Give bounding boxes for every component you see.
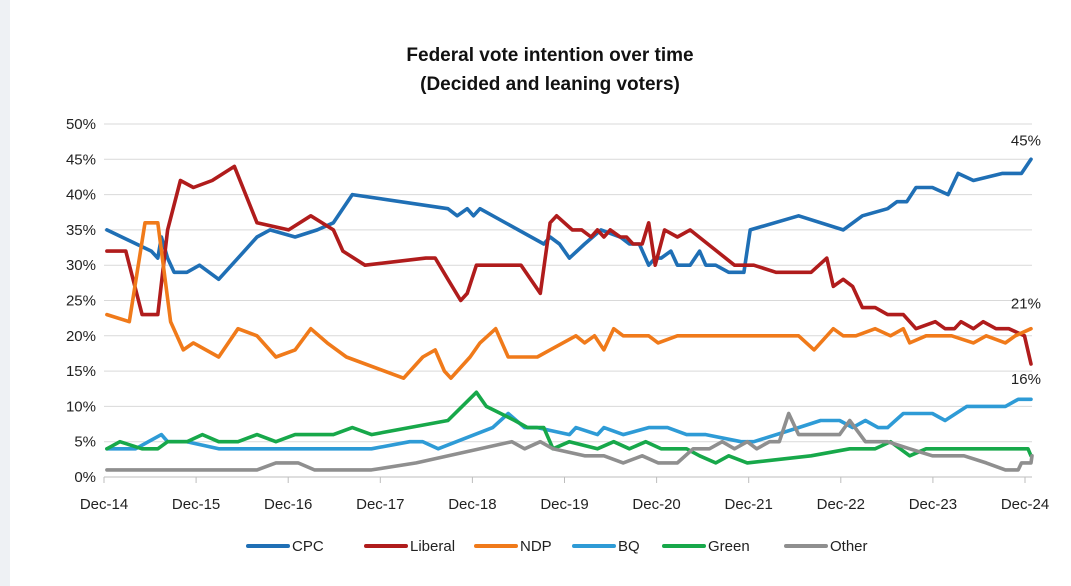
y-tick-label: 45% xyxy=(66,151,96,168)
x-tick-label: Dec-22 xyxy=(817,496,865,513)
legend-label-liberal: Liberal xyxy=(410,538,455,555)
y-tick-label: 0% xyxy=(74,469,96,486)
y-tick-label: 25% xyxy=(66,293,96,310)
series-line-ndp xyxy=(105,221,1033,380)
y-tick-label: 5% xyxy=(74,434,96,451)
series-line-liberal xyxy=(105,164,1033,366)
x-tick-label: Dec-14 xyxy=(80,496,128,513)
line-chart: Federal vote intention over time (Decide… xyxy=(66,45,1049,555)
y-tick-label: 10% xyxy=(66,398,96,415)
x-tick-label: Dec-18 xyxy=(448,496,496,513)
x-tick-label: Dec-17 xyxy=(356,496,404,513)
series-lines xyxy=(105,157,1034,472)
chart-card: Federal vote intention over time (Decide… xyxy=(10,0,1071,586)
y-tick-label: 30% xyxy=(66,257,96,274)
series-line-bq xyxy=(105,397,1033,451)
x-tick-label: Dec-16 xyxy=(264,496,312,513)
chart-subtitle: (Decided and leaning voters) xyxy=(420,74,680,95)
data-label-cpc: 45% xyxy=(1011,132,1041,149)
series-line-cpc xyxy=(105,157,1033,282)
y-tick-label: 20% xyxy=(66,328,96,345)
x-tick-label: Dec-24 xyxy=(1001,496,1049,513)
x-tick-label: Dec-15 xyxy=(172,496,220,513)
data-label-ndp: 21% xyxy=(1011,296,1041,313)
y-tick-label: 35% xyxy=(66,222,96,239)
x-tick-label: Dec-21 xyxy=(725,496,773,513)
chart-title: Federal vote intention over time xyxy=(406,45,693,66)
legend-label-cpc: CPC xyxy=(292,538,324,555)
legend-label-green: Green xyxy=(708,538,750,555)
y-axis: 0% 5% 10% 15% 20% 25% 30% 35% 40% 45% 50% xyxy=(66,116,96,486)
data-label-liberal: 16% xyxy=(1011,371,1041,388)
gridlines xyxy=(103,123,1032,483)
legend-label-bq: BQ xyxy=(618,538,640,555)
data-labels: 45% 21% 16% xyxy=(1011,132,1041,388)
x-tick-label: Dec-23 xyxy=(909,496,957,513)
series-line-other xyxy=(105,411,1034,472)
x-tick-label: Dec-19 xyxy=(540,496,588,513)
legend: CPC Liberal NDP BQ Green Other xyxy=(246,538,868,555)
legend-label-ndp: NDP xyxy=(520,538,552,555)
y-tick-label: 15% xyxy=(66,363,96,380)
y-tick-label: 40% xyxy=(66,187,96,204)
x-axis: Dec-14 Dec-15 Dec-16 Dec-17 Dec-18 Dec-19 Dec-… xyxy=(80,496,1049,513)
y-tick-label: 50% xyxy=(66,116,96,133)
x-tick-label: Dec-20 xyxy=(632,496,680,513)
legend-label-other: Other xyxy=(830,538,868,555)
